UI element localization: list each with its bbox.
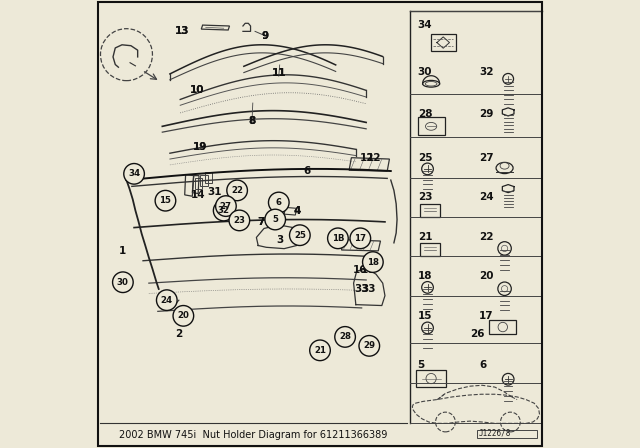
- Text: 21: 21: [418, 232, 432, 241]
- Text: 10: 10: [189, 86, 204, 95]
- Text: 30: 30: [117, 278, 129, 287]
- Text: 2002 BMW 745i  Nut Holder Diagram for 61211366389: 2002 BMW 745i Nut Holder Diagram for 612…: [118, 431, 387, 440]
- Text: 12: 12: [367, 153, 381, 163]
- Circle shape: [310, 340, 330, 361]
- Text: 3: 3: [276, 235, 284, 245]
- Text: 2: 2: [175, 329, 182, 339]
- Text: J1226/8: J1226/8: [479, 429, 511, 438]
- Text: 27: 27: [220, 202, 232, 211]
- Text: 34: 34: [418, 20, 432, 30]
- Circle shape: [289, 225, 310, 246]
- Text: 7: 7: [257, 217, 264, 227]
- Text: 6: 6: [304, 166, 311, 176]
- Circle shape: [173, 306, 194, 326]
- Text: 15: 15: [418, 311, 432, 321]
- Circle shape: [269, 192, 289, 213]
- Text: 25: 25: [418, 153, 432, 163]
- Circle shape: [213, 200, 234, 221]
- Circle shape: [124, 164, 145, 184]
- Text: 24: 24: [161, 296, 173, 305]
- Text: 23: 23: [234, 216, 245, 225]
- Text: 16: 16: [360, 265, 375, 275]
- Text: 25: 25: [294, 231, 306, 240]
- Text: 4: 4: [293, 206, 300, 215]
- Text: 1: 1: [119, 246, 127, 256]
- Text: 22: 22: [231, 186, 243, 195]
- Circle shape: [227, 180, 248, 201]
- Text: 18: 18: [367, 258, 379, 267]
- Text: 13: 13: [175, 26, 189, 36]
- Text: 9: 9: [262, 31, 269, 41]
- Text: 19: 19: [193, 142, 207, 152]
- Text: 27: 27: [479, 153, 493, 163]
- Text: 14: 14: [191, 190, 205, 200]
- Text: 5: 5: [418, 360, 425, 370]
- Circle shape: [265, 209, 285, 230]
- Circle shape: [216, 196, 236, 216]
- Circle shape: [359, 336, 380, 356]
- Circle shape: [113, 272, 133, 293]
- Text: 4: 4: [293, 206, 300, 215]
- Text: 34: 34: [128, 169, 140, 178]
- Text: 29: 29: [364, 341, 375, 350]
- Text: 20: 20: [177, 311, 189, 320]
- Text: 20: 20: [479, 271, 493, 280]
- Text: 21: 21: [314, 346, 326, 355]
- Text: 28: 28: [418, 109, 432, 119]
- Text: 13: 13: [175, 26, 189, 36]
- Text: 32: 32: [218, 206, 230, 215]
- Circle shape: [155, 190, 176, 211]
- Text: 1B: 1B: [332, 234, 344, 243]
- Text: 28: 28: [339, 332, 351, 341]
- Circle shape: [335, 327, 355, 347]
- Text: 19: 19: [193, 142, 207, 152]
- Text: 12: 12: [359, 153, 374, 163]
- Text: 16: 16: [353, 265, 367, 275]
- Text: 33: 33: [354, 284, 369, 294]
- Circle shape: [157, 290, 177, 310]
- Text: 5: 5: [272, 215, 278, 224]
- Text: 8: 8: [248, 116, 255, 126]
- Text: 15: 15: [159, 196, 172, 205]
- Circle shape: [328, 228, 348, 249]
- Text: 17: 17: [479, 311, 493, 321]
- Text: 6: 6: [276, 198, 282, 207]
- Text: 32: 32: [479, 67, 493, 77]
- Text: 9: 9: [262, 31, 269, 41]
- Text: 18: 18: [418, 271, 432, 280]
- Text: 22: 22: [479, 232, 493, 241]
- Circle shape: [350, 228, 371, 249]
- Text: 11: 11: [271, 68, 286, 78]
- Text: 30: 30: [418, 67, 432, 77]
- Text: 6: 6: [479, 360, 486, 370]
- Text: 29: 29: [479, 109, 493, 119]
- Circle shape: [229, 210, 250, 231]
- Text: 17: 17: [355, 234, 366, 243]
- Text: 31: 31: [207, 187, 222, 197]
- Text: 10: 10: [189, 86, 204, 95]
- Text: 26: 26: [470, 329, 484, 339]
- Text: 11: 11: [271, 68, 286, 78]
- Text: 33: 33: [361, 284, 376, 294]
- Text: 7: 7: [257, 217, 264, 227]
- Text: 23: 23: [418, 192, 432, 202]
- Text: 8: 8: [248, 116, 255, 126]
- Text: 24: 24: [479, 192, 493, 202]
- Circle shape: [362, 252, 383, 272]
